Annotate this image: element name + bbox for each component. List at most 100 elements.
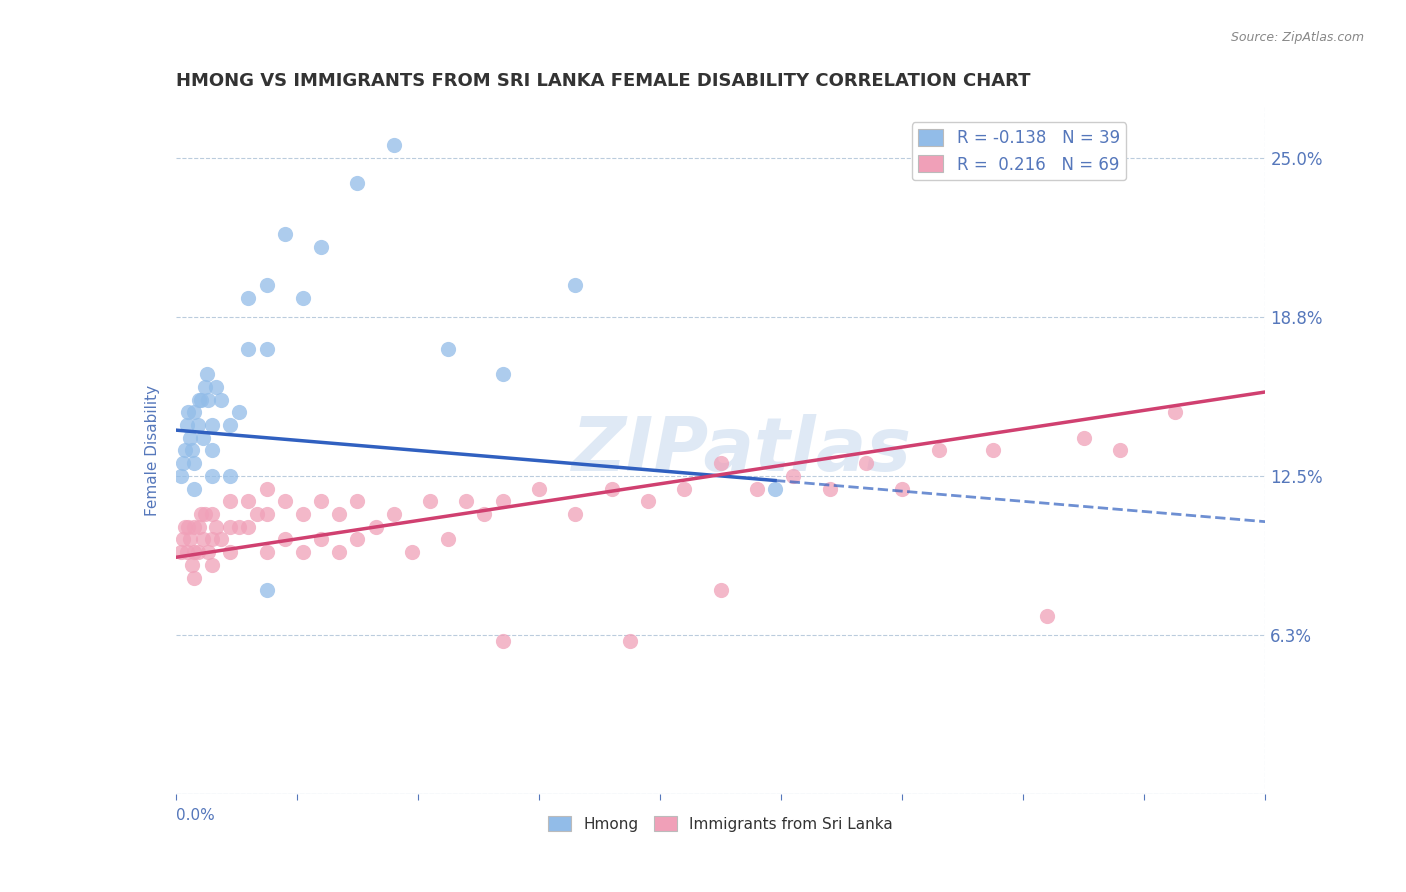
Point	[527, 482, 550, 496]
Point	[492, 367, 515, 381]
Point	[179, 533, 201, 547]
Point	[291, 507, 314, 521]
Point	[928, 443, 950, 458]
Y-axis label: Female Disability: Female Disability	[145, 384, 160, 516]
Point	[256, 342, 278, 356]
Point	[274, 533, 297, 547]
Point	[437, 342, 460, 356]
Point	[328, 545, 350, 559]
Point	[1036, 608, 1059, 623]
Point	[170, 469, 193, 483]
Point	[177, 520, 200, 534]
Point	[437, 533, 460, 547]
Point	[346, 533, 368, 547]
Point	[188, 520, 211, 534]
Point	[204, 380, 226, 394]
Legend: Hmong, Immigrants from Sri Lanka: Hmong, Immigrants from Sri Lanka	[543, 810, 898, 838]
Point	[256, 278, 278, 293]
Point	[177, 405, 200, 419]
Point	[172, 456, 194, 470]
Point	[981, 443, 1004, 458]
Point	[818, 482, 841, 496]
Point	[190, 507, 212, 521]
Point	[194, 507, 217, 521]
Point	[186, 417, 209, 432]
Point	[256, 482, 278, 496]
Point	[197, 392, 219, 407]
Point	[710, 456, 733, 470]
Point	[600, 482, 623, 496]
Point	[456, 494, 478, 508]
Point	[204, 520, 226, 534]
Point	[219, 545, 242, 559]
Point	[183, 520, 205, 534]
Point	[170, 545, 193, 559]
Point	[246, 507, 269, 521]
Point	[201, 469, 224, 483]
Point	[291, 291, 314, 305]
Point	[328, 507, 350, 521]
Point	[219, 520, 242, 534]
Point	[209, 392, 232, 407]
Point	[186, 545, 209, 559]
Point	[364, 520, 387, 534]
Point	[172, 533, 194, 547]
Point	[256, 583, 278, 598]
Point	[201, 533, 224, 547]
Point	[228, 405, 250, 419]
Point	[197, 545, 219, 559]
Point	[474, 507, 496, 521]
Point	[191, 533, 214, 547]
Point	[195, 367, 218, 381]
Point	[382, 138, 405, 153]
Point	[492, 494, 515, 508]
Point	[382, 507, 405, 521]
Point	[238, 520, 260, 534]
Point	[183, 405, 205, 419]
Point	[309, 494, 332, 508]
Point	[219, 469, 242, 483]
Point	[745, 482, 768, 496]
Point	[492, 634, 515, 648]
Text: ZIPatlas: ZIPatlas	[572, 414, 912, 487]
Point	[1073, 431, 1095, 445]
Text: Source: ZipAtlas.com: Source: ZipAtlas.com	[1230, 31, 1364, 45]
Point	[188, 392, 211, 407]
Point	[183, 456, 205, 470]
Text: HMONG VS IMMIGRANTS FROM SRI LANKA FEMALE DISABILITY CORRELATION CHART: HMONG VS IMMIGRANTS FROM SRI LANKA FEMAL…	[176, 72, 1031, 90]
Point	[238, 342, 260, 356]
Point	[619, 634, 641, 648]
Point	[201, 558, 224, 572]
Point	[173, 443, 195, 458]
Point	[238, 494, 260, 508]
Point	[309, 240, 332, 254]
Point	[173, 520, 195, 534]
Point	[190, 392, 212, 407]
Point	[855, 456, 877, 470]
Point	[219, 417, 242, 432]
Point	[274, 227, 297, 242]
Point	[256, 507, 278, 521]
Point	[782, 469, 804, 483]
Point	[183, 545, 205, 559]
Point	[564, 278, 586, 293]
Point	[1109, 443, 1132, 458]
Point	[238, 291, 260, 305]
Point	[891, 482, 914, 496]
Point	[564, 507, 586, 521]
Point	[176, 545, 198, 559]
Point	[181, 558, 204, 572]
Point	[673, 482, 696, 496]
Point	[710, 583, 733, 598]
Point	[183, 482, 205, 496]
Point	[176, 417, 198, 432]
Point	[181, 443, 204, 458]
Point	[309, 533, 332, 547]
Point	[209, 533, 232, 547]
Point	[256, 545, 278, 559]
Point	[179, 431, 201, 445]
Point	[637, 494, 659, 508]
Point	[201, 417, 224, 432]
Text: 0.0%: 0.0%	[176, 807, 215, 822]
Point	[291, 545, 314, 559]
